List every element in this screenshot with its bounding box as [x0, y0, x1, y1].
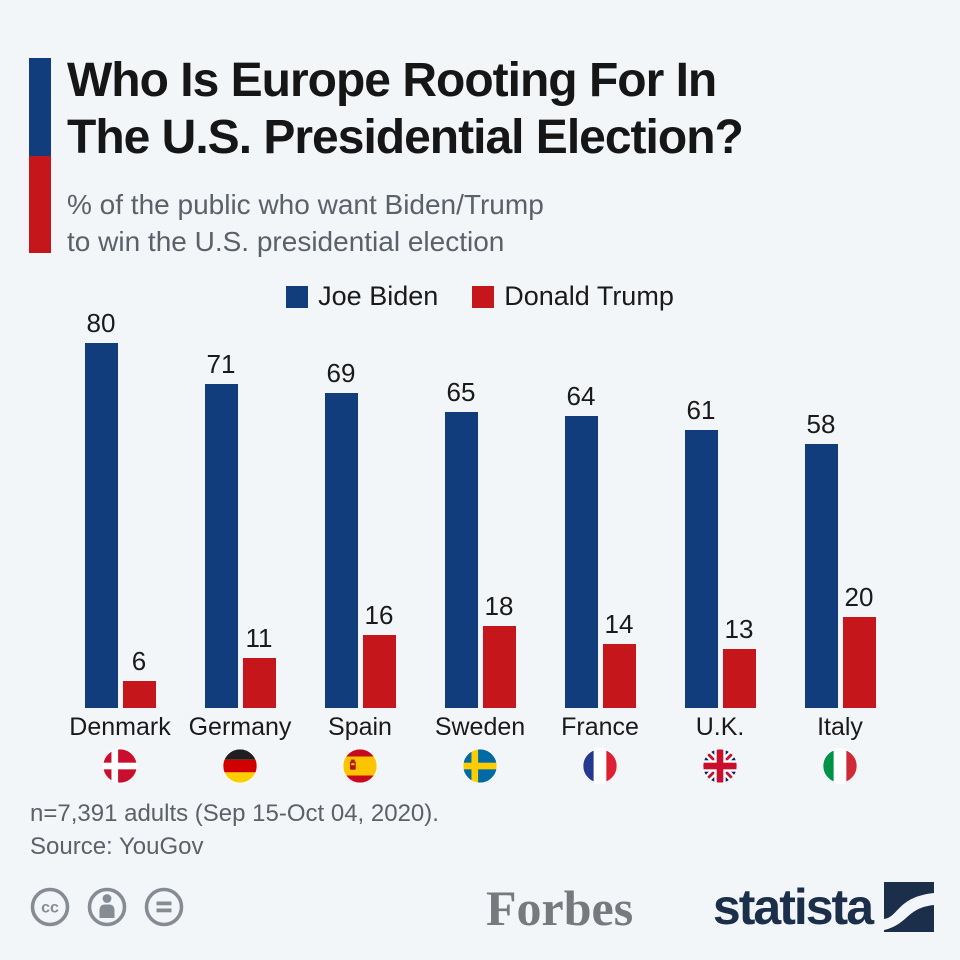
- bar-group: 69 16 Spain: [300, 308, 420, 785]
- bar-column: 11: [242, 308, 276, 708]
- bar-value-label: 11: [245, 623, 273, 653]
- bar-column: 58: [804, 308, 838, 708]
- country-label: France: [561, 713, 639, 741]
- subtitle: % of the public who want Biden/Trump to …: [67, 186, 544, 260]
- source-note: Source: YouGov: [30, 833, 204, 860]
- license-icons: cc: [28, 885, 186, 929]
- legend-label-trump: Donald Trump: [504, 281, 674, 311]
- flag-denmark: [101, 747, 139, 785]
- country-label: Spain: [328, 713, 392, 741]
- trump-bar: [362, 635, 396, 708]
- statista-wordmark: statista: [712, 879, 874, 935]
- cc-icon: cc: [28, 885, 72, 929]
- biden-bar: [84, 343, 118, 708]
- bar-value-label: 64: [566, 381, 596, 411]
- page-title: Who Is Europe Rooting For In The U.S. Pr…: [67, 52, 744, 166]
- bar-value-label: 71: [206, 349, 236, 379]
- trump-bar: [722, 649, 756, 708]
- country-label: Germany: [188, 713, 292, 741]
- trump-bar: [242, 658, 276, 708]
- bar-column: 18: [482, 308, 516, 708]
- bar-column: 16: [362, 308, 396, 708]
- biden-bar: [324, 393, 358, 708]
- biden-bar: [804, 444, 838, 708]
- flag-france: [581, 747, 619, 785]
- bar-group: 71 11 Germany: [180, 308, 300, 785]
- title-accent-bar: [29, 58, 51, 253]
- bar-value-label: 80: [86, 308, 116, 338]
- bar-column: 64: [564, 308, 598, 708]
- trump-bar: [842, 617, 876, 708]
- bar-column: 13: [722, 308, 756, 708]
- attribution-icon: [85, 885, 129, 929]
- bar-column: 20: [842, 308, 876, 708]
- country-label: U.K.: [695, 713, 745, 741]
- accent-blue: [29, 58, 51, 156]
- bar-column: 6: [122, 308, 156, 708]
- bar-group: 65 18 Sweden: [420, 308, 540, 785]
- title-line-1: Who Is Europe Rooting For In: [67, 54, 717, 107]
- bar-group: 61 13 U.K.: [660, 308, 780, 785]
- svg-text:cc: cc: [41, 900, 59, 917]
- biden-bar: [684, 430, 718, 708]
- flag-germany: [221, 747, 259, 785]
- legend-item-trump: Donald Trump: [472, 281, 674, 312]
- subtitle-line-1: % of the public who want Biden/Trump: [67, 189, 544, 220]
- flag-italy: [821, 747, 859, 785]
- title-line-2: The U.S. Presidential Election?: [67, 111, 744, 164]
- country-label: Sweden: [434, 713, 526, 741]
- bar-column: 61: [684, 308, 718, 708]
- bar-value-label: 69: [326, 358, 356, 388]
- country-label: Italy: [817, 713, 863, 741]
- biden-bar: [564, 416, 598, 708]
- bar-value-label: 16: [364, 600, 394, 630]
- biden-swatch: [286, 285, 309, 308]
- flag-uk: [701, 747, 739, 785]
- trump-bar: [482, 626, 516, 708]
- bar-value-label: 65: [446, 377, 476, 407]
- bar-chart: 80 6 Denmark 71 11 Germany 69 16 Spain 65 18 Sweden…: [60, 308, 900, 785]
- bar-value-label: 18: [484, 591, 514, 621]
- statista-swoosh-icon: [884, 882, 934, 932]
- footnote: n=7,391 adults (Sep 15-Oct 04, 2020). So…: [30, 797, 439, 863]
- trump-swatch: [472, 285, 495, 308]
- bar-value-label: 14: [604, 609, 634, 639]
- biden-bar: [444, 412, 478, 708]
- bar-value-label: 20: [844, 582, 874, 612]
- bar-column: 65: [444, 308, 478, 708]
- bar-value-label: 13: [724, 614, 754, 644]
- legend-item-biden: Joe Biden: [286, 281, 438, 312]
- bar-column: 69: [324, 308, 358, 708]
- accent-red: [29, 155, 51, 253]
- trump-bar: [602, 644, 636, 708]
- bar-group: 80 6 Denmark: [60, 308, 180, 785]
- forbes-logo: Forbes: [486, 880, 634, 936]
- bar-value-label: 6: [131, 646, 147, 676]
- bar-value-label: 58: [806, 409, 836, 439]
- subtitle-line-2: to win the U.S. presidential election: [67, 226, 505, 257]
- trump-bar: [122, 681, 156, 708]
- biden-bar: [204, 384, 238, 708]
- bar-value-label: 61: [686, 395, 716, 425]
- bar-group: 64 14 France: [540, 308, 660, 785]
- bar-column: 71: [204, 308, 238, 708]
- no-derivatives-icon: [142, 885, 186, 929]
- statista-logo: statista: [713, 882, 934, 932]
- flag-spain: [341, 747, 379, 785]
- flag-sweden: [461, 747, 499, 785]
- bar-group: 58 20 Italy: [780, 308, 900, 785]
- sample-note: n=7,391 adults (Sep 15-Oct 04, 2020).: [30, 800, 439, 827]
- bar-column: 14: [602, 308, 636, 708]
- legend-label-biden: Joe Biden: [318, 281, 439, 311]
- legend: Joe Biden Donald Trump: [0, 281, 960, 312]
- country-label: Denmark: [69, 713, 171, 741]
- bar-column: 80: [84, 308, 118, 708]
